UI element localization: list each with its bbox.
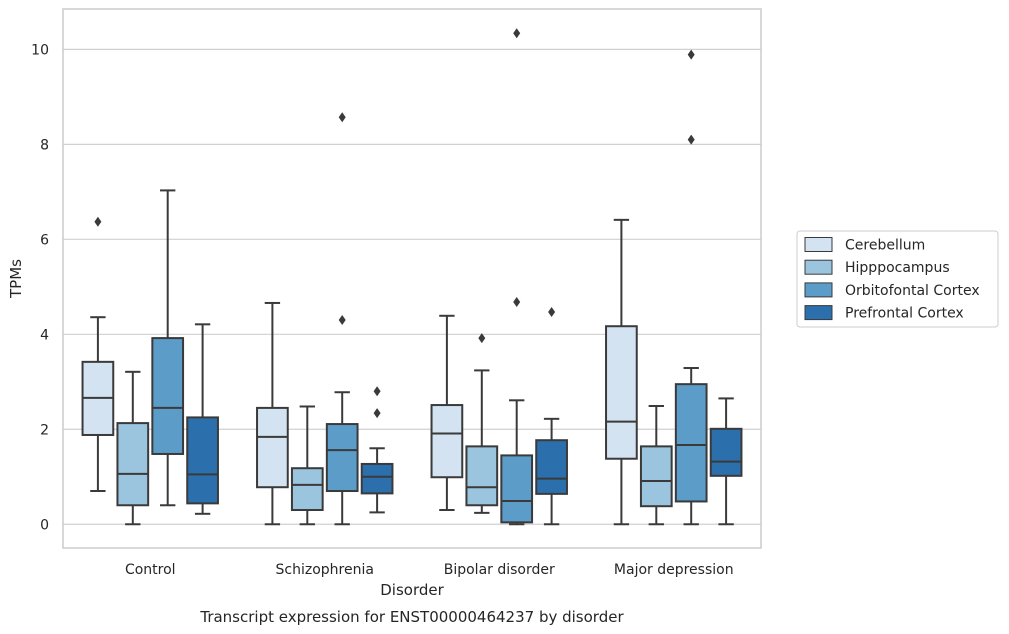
legend-swatch bbox=[804, 305, 833, 321]
y-tick-label: 10 bbox=[31, 42, 49, 58]
box bbox=[430, 314, 464, 512]
box-body bbox=[256, 406, 289, 489]
legend-label: Prefrontal Cortex bbox=[845, 306, 964, 322]
box-body bbox=[709, 427, 743, 477]
box bbox=[81, 216, 115, 493]
box bbox=[186, 323, 219, 515]
box bbox=[535, 306, 568, 526]
box bbox=[605, 218, 638, 526]
box bbox=[465, 333, 499, 514]
outlier-point bbox=[513, 297, 521, 308]
chart-caption: Transcript expression for ENST0000046423… bbox=[199, 608, 624, 626]
box-body bbox=[186, 416, 219, 505]
box-groups bbox=[81, 28, 743, 526]
x-tick-label: Control bbox=[125, 562, 176, 578]
box bbox=[151, 189, 185, 507]
outlier-point bbox=[548, 306, 556, 317]
y-axis-label: TPMs bbox=[7, 259, 25, 299]
plot-frame bbox=[62, 8, 762, 549]
box bbox=[500, 28, 534, 526]
outlier-point bbox=[373, 386, 381, 397]
legend-swatch bbox=[804, 237, 833, 252]
x-tick-label: Major depression bbox=[614, 562, 734, 578]
box-body bbox=[116, 422, 150, 507]
box bbox=[290, 405, 324, 526]
box bbox=[116, 370, 150, 526]
box-body bbox=[500, 454, 534, 524]
outlier-point bbox=[478, 333, 486, 344]
x-axis-label: Disorder bbox=[380, 581, 444, 599]
x-tick-label: Schizophrenia bbox=[276, 562, 374, 578]
outlier-point bbox=[513, 28, 521, 39]
outlier-point bbox=[687, 49, 695, 60]
box-body bbox=[430, 404, 464, 479]
y-tick-label: 6 bbox=[40, 232, 49, 248]
box-body bbox=[639, 445, 673, 508]
box-body bbox=[605, 325, 638, 460]
x-tick-labels: Control Schizophrenia Bipolar disorder Majo… bbox=[125, 562, 734, 578]
outlier-point bbox=[338, 112, 346, 123]
box-body bbox=[325, 423, 359, 493]
box bbox=[325, 112, 359, 526]
legend-swatch bbox=[804, 259, 833, 275]
legend: Cerebellum Hipppocampus Orbitofontal Corte… bbox=[796, 230, 999, 328]
box bbox=[360, 386, 394, 514]
box-body bbox=[151, 337, 185, 455]
box bbox=[674, 49, 708, 526]
box-body bbox=[290, 467, 324, 512]
y-tick-label: 8 bbox=[40, 137, 49, 153]
legend-label: Hipppocampus bbox=[845, 260, 950, 276]
outlier-point bbox=[373, 408, 381, 419]
y-tick-label: 0 bbox=[40, 517, 49, 533]
box bbox=[709, 397, 743, 526]
outlier-point bbox=[687, 134, 695, 145]
box bbox=[256, 301, 289, 526]
box-body bbox=[535, 439, 568, 495]
y-tick-labels: 0 2 4 6 8 10 bbox=[31, 42, 49, 533]
legend-swatch bbox=[804, 282, 833, 298]
legend-label: Orbitofontal Cortex bbox=[845, 283, 980, 299]
legend-frame bbox=[796, 230, 999, 328]
box-body bbox=[360, 462, 394, 495]
box-body bbox=[465, 445, 499, 507]
outlier-point bbox=[94, 216, 102, 227]
y-tick-label: 2 bbox=[40, 422, 49, 438]
y-tick-label: 4 bbox=[40, 327, 49, 343]
legend-label: Cerebellum bbox=[845, 238, 925, 254]
x-tick-label: Bipolar disorder bbox=[444, 562, 555, 578]
box-body bbox=[674, 383, 708, 503]
box bbox=[639, 405, 673, 526]
outlier-point bbox=[338, 315, 346, 326]
